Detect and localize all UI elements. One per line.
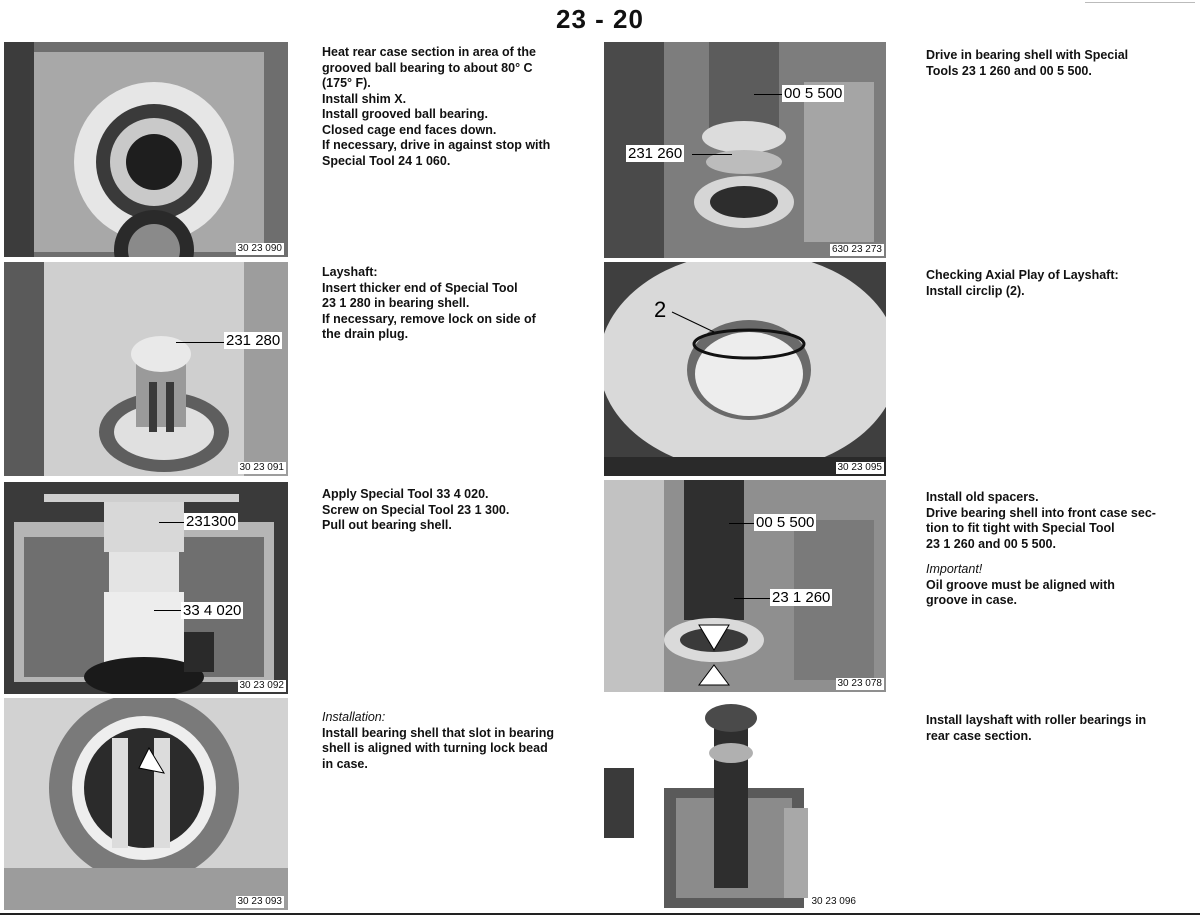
photo-illustration [604,480,886,692]
figure-number: 630 23 273 [829,244,884,256]
callout-tool-231280: 231 280 [224,332,283,349]
text-line: Closed cage end faces down. [322,122,497,137]
text-line: Oil groove must be aligned with [926,577,1115,592]
photo-layshaft-special-tool: 231 280 30 23 091 [4,262,288,476]
photo-install-bearing-shell: 30 23 093 [4,698,288,910]
text-line: tion to fit tight with Special Tool [926,521,1115,535]
callout-leader [176,342,228,343]
text-line: Insert thicker end of Special Tool [322,280,518,295]
figure-number: 30 23 093 [235,896,284,908]
text-line: Checking Axial Play of Layshaft: [926,268,1119,282]
figure-number: 30 23 090 [235,243,284,255]
instruction-layshaft: Layshaft: Insert thicker end of Special … [322,265,536,343]
photo-install-circlip: 2 30 23 095 [604,262,886,476]
instruction-drive-in-bearing-shell: Drive in bearing shell with Special Tool… [926,48,1128,79]
text-line: groove in case. [926,593,1018,607]
callout-leader [729,523,757,524]
section-heading: Installation: [322,710,386,724]
text-line: Screw on Special Tool 23 1 300. [322,502,510,517]
text-line: the drain plug. [322,327,409,341]
text-line: in case. [322,756,368,771]
figure-number: 30 23 096 [809,896,858,908]
photo-pull-out-bearing-shell: 231300 33 4 020 30 23 092 [4,482,288,694]
callout-leader [159,522,187,523]
photo-rear-case-ball-bearing: 30 23 090 [4,42,288,257]
text-line: 23 1 260 and 00 5 500. [926,536,1056,551]
spacer [926,552,1156,562]
bottom-rule [0,913,1200,915]
text-line: If necessary, drive in against stop with [322,138,551,152]
instruction-install-old-spacers: Install old spacers. Drive bearing shell… [926,490,1156,609]
photo-illustration [4,482,288,694]
figure-number: 30 23 078 [835,678,884,690]
text-line: Install shim X. [322,91,407,106]
text-line: Install circlip (2). [926,283,1025,298]
text-line: Heat rear case section in area of the [322,45,536,59]
instruction-install-layshaft: Install layshaft with roller bearings in… [926,713,1146,744]
figure-number: 30 23 092 [237,680,286,692]
photo-drive-in-bearing-shell: 00 5 500 231 260 630 23 273 [604,42,886,258]
callout-leader [692,154,732,155]
photo-illustration [4,262,288,476]
text-line: Install grooved ball bearing. [322,107,489,121]
section-heading: Important! [926,562,983,576]
text-line: Install layshaft with roller bearings in [926,713,1147,727]
photo-illustration [604,262,886,476]
text-line: Special Tool 24 1 060. [322,153,451,168]
callout-leader [154,610,184,611]
callout-tool-231260: 23 1 260 [770,589,833,606]
page-title: 23 - 20 [556,4,644,34]
instruction-apply-special-tool: Apply Special Tool 33 4 020. Screw on Sp… [322,487,509,534]
text-line: shell is aligned with turning lock bead [322,741,548,755]
callout-leader [754,94,784,95]
callout-tool-005500: 00 5 500 [754,514,817,531]
figure-number: 30 23 091 [237,462,286,474]
text-line: If necessary, remove lock on side of [322,311,536,326]
top-rule [1085,2,1195,3]
photo-illustration [4,42,288,257]
photo-install-layshaft: 30 23 096 [604,698,886,910]
text-line: Layshaft: [322,265,378,279]
text-line: (175° F). [322,76,371,90]
callout-tool-334020: 33 4 020 [181,602,244,619]
text-line: 23 1 280 in bearing shell. [322,296,470,310]
instruction-checking-axial-play: Checking Axial Play of Layshaft: Install… [926,268,1119,299]
figure-number: 30 23 095 [835,462,884,474]
instruction-heat-rear-case: Heat rear case section in area of the gr… [322,45,550,169]
callout-tool-005500: 00 5 500 [782,85,845,102]
photo-illustration [4,698,288,910]
text-line: Tools 23 1 260 and 00 5 500. [926,63,1092,78]
callout-tool-231260: 231 260 [626,145,685,162]
text-line: grooved ball bearing to about 80° C [322,60,533,75]
text-line: Drive in bearing shell with Special [926,48,1129,62]
text-line: Pull out bearing shell. [322,518,452,532]
text-line: Install old spacers. [926,490,1039,504]
photo-drive-bearing-front-case: 00 5 500 23 1 260 30 23 078 [604,480,886,692]
text-line: Drive bearing shell into front case sec- [926,505,1156,520]
text-line: Install bearing shell that slot in beari… [322,725,554,740]
instruction-installation: Installation: Install bearing shell that… [322,710,554,772]
photo-illustration [604,698,886,910]
callout-tool-231300: 231300 [184,513,239,530]
callout-circlip-2: 2 [654,297,667,322]
callout-leader [734,598,774,599]
text-line: Apply Special Tool 33 4 020. [322,487,489,501]
text-line: rear case section. [926,728,1032,743]
